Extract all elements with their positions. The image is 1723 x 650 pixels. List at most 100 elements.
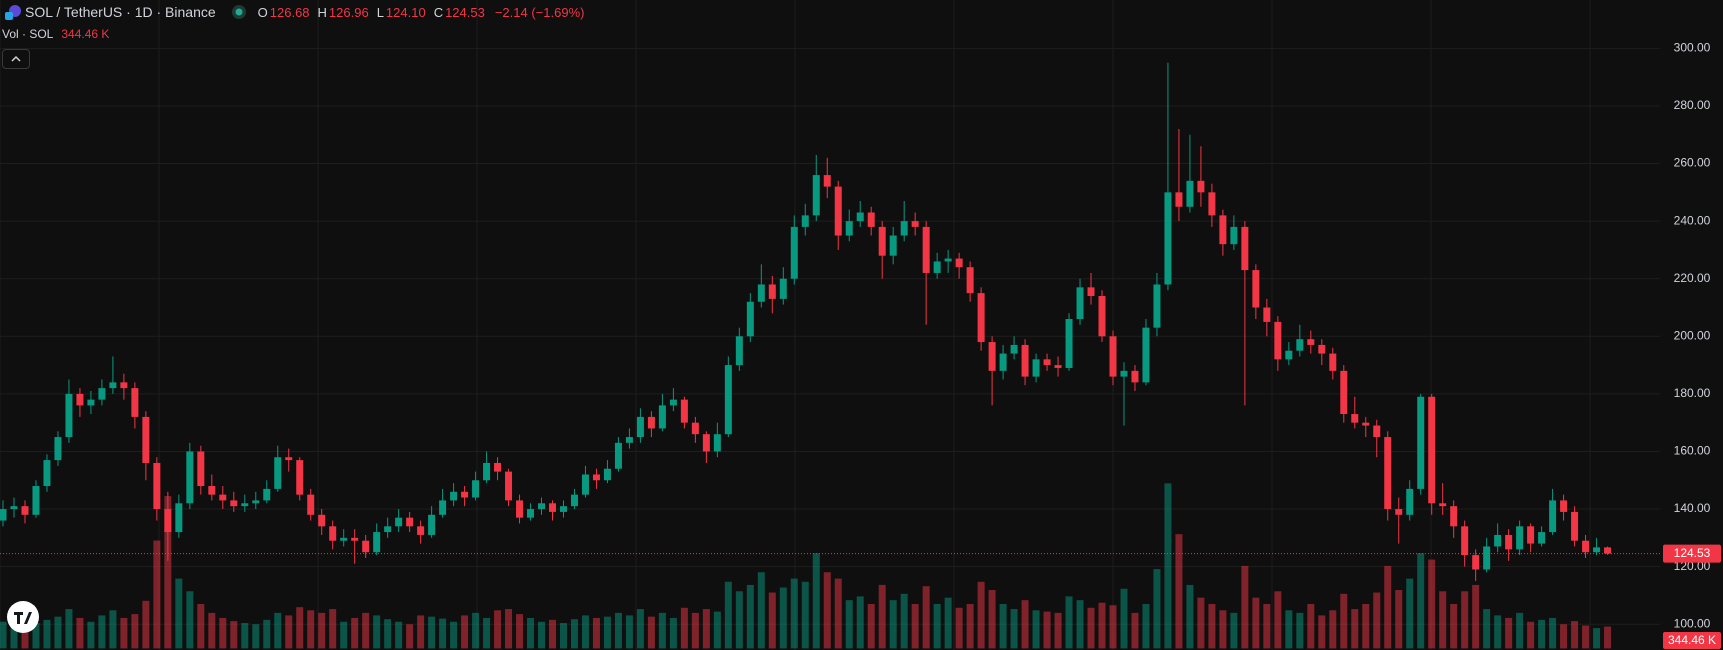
candle-body	[911, 221, 919, 227]
volume-bar	[900, 593, 908, 649]
candle-body	[175, 503, 183, 533]
candle-body	[581, 474, 589, 495]
candle-body	[746, 301, 754, 337]
volume-bar	[713, 611, 721, 649]
volume-bar	[1219, 610, 1227, 649]
candle-body	[900, 221, 908, 236]
candle-body	[1065, 319, 1073, 368]
candle-body	[362, 540, 370, 553]
candle-body	[977, 293, 985, 343]
candle-body	[1252, 270, 1260, 308]
candle-body	[1241, 226, 1249, 271]
volume-bar	[1296, 612, 1304, 649]
candle-body	[603, 468, 611, 481]
volume-bar	[263, 619, 271, 649]
candle-body	[790, 226, 798, 279]
candle-body	[658, 405, 666, 429]
volume-bar	[1439, 591, 1447, 649]
volume-tag-label: 344.46 K	[1668, 633, 1716, 647]
candle-body	[1351, 414, 1359, 423]
volume-bar	[318, 612, 326, 649]
volume-bar	[1010, 609, 1018, 649]
volume-bar	[1208, 603, 1216, 649]
volume-bar	[351, 617, 359, 649]
candle-body	[318, 514, 326, 527]
volume-bar	[1230, 612, 1238, 649]
legend-value: 126.96	[328, 4, 369, 20]
volume-bar	[0, 621, 7, 649]
volume-bar	[208, 612, 216, 649]
volume-bar	[757, 572, 765, 649]
candle-body	[1285, 350, 1293, 360]
volume-bar	[417, 615, 425, 649]
volume-bar	[43, 619, 51, 649]
volume-bar	[658, 612, 666, 649]
candle-body	[395, 517, 403, 527]
candle-body	[1087, 287, 1095, 296]
y-tick-label: 180.00	[1674, 386, 1711, 400]
candle-body	[1549, 500, 1557, 533]
candle-body	[1230, 226, 1238, 245]
volume-bar	[406, 624, 414, 649]
volume-bar	[1593, 628, 1601, 649]
candle-body	[263, 488, 271, 501]
candle-body	[636, 416, 644, 438]
volume-bar	[1131, 612, 1139, 649]
volume-bar	[724, 581, 732, 649]
candle-body	[285, 457, 293, 461]
volume-bar	[680, 607, 688, 649]
candle-body	[417, 526, 425, 535]
candle-body	[1098, 295, 1106, 337]
candle-body	[845, 221, 853, 236]
change: −2.14 (−1.69%)	[494, 4, 585, 20]
candle-body	[1120, 370, 1128, 377]
candle-body	[592, 474, 600, 481]
legend-value: 126.68	[269, 4, 310, 20]
candle-body	[428, 514, 436, 535]
volume-bar	[977, 581, 985, 649]
candle-body	[1395, 509, 1403, 515]
volume-bar	[10, 624, 18, 649]
volume-tag	[1663, 632, 1721, 649]
volume-bar	[384, 619, 392, 649]
legend-key: C	[433, 4, 444, 20]
volume-bar	[87, 621, 95, 649]
y-tick-label: 260.00	[1674, 156, 1711, 170]
volume-bar	[636, 609, 644, 649]
candle-body	[1109, 336, 1117, 377]
tv-logo[interactable]	[6, 600, 40, 634]
volume-bar	[340, 621, 348, 649]
volume-bar	[538, 621, 546, 649]
candle-body	[680, 399, 688, 423]
volume-bar	[1285, 610, 1293, 649]
volume-bar	[1384, 565, 1392, 649]
candle-body	[1593, 547, 1601, 553]
y-tick-label: 100.00	[1674, 616, 1711, 630]
collapse-button[interactable]	[2, 49, 30, 69]
candle-body	[878, 226, 886, 256]
volume-bar	[1373, 592, 1381, 649]
candle-body	[10, 506, 18, 510]
candle-body	[131, 388, 139, 417]
volume-bar	[1362, 603, 1370, 649]
candle-body	[153, 462, 161, 510]
volume-bar	[1175, 534, 1183, 649]
candle-body	[307, 494, 315, 515]
volume-bar	[1483, 609, 1491, 649]
candle-body	[1582, 540, 1590, 553]
candle-body	[1406, 488, 1414, 515]
volume-bar	[285, 615, 293, 649]
candle-body	[1516, 526, 1524, 550]
volume-bar	[274, 612, 282, 649]
symbol-title[interactable]: SOL / TetherUS · 1D · Binance	[25, 4, 216, 20]
candle-body	[1604, 547, 1612, 554]
candle-body	[208, 486, 216, 495]
volume-bar	[614, 612, 622, 649]
candle-body	[1153, 284, 1161, 328]
candle-body	[351, 537, 359, 541]
candle-body	[1483, 546, 1491, 570]
candle-body	[955, 258, 963, 268]
legend-value: 124.53	[445, 4, 485, 20]
candle-body	[559, 506, 567, 512]
